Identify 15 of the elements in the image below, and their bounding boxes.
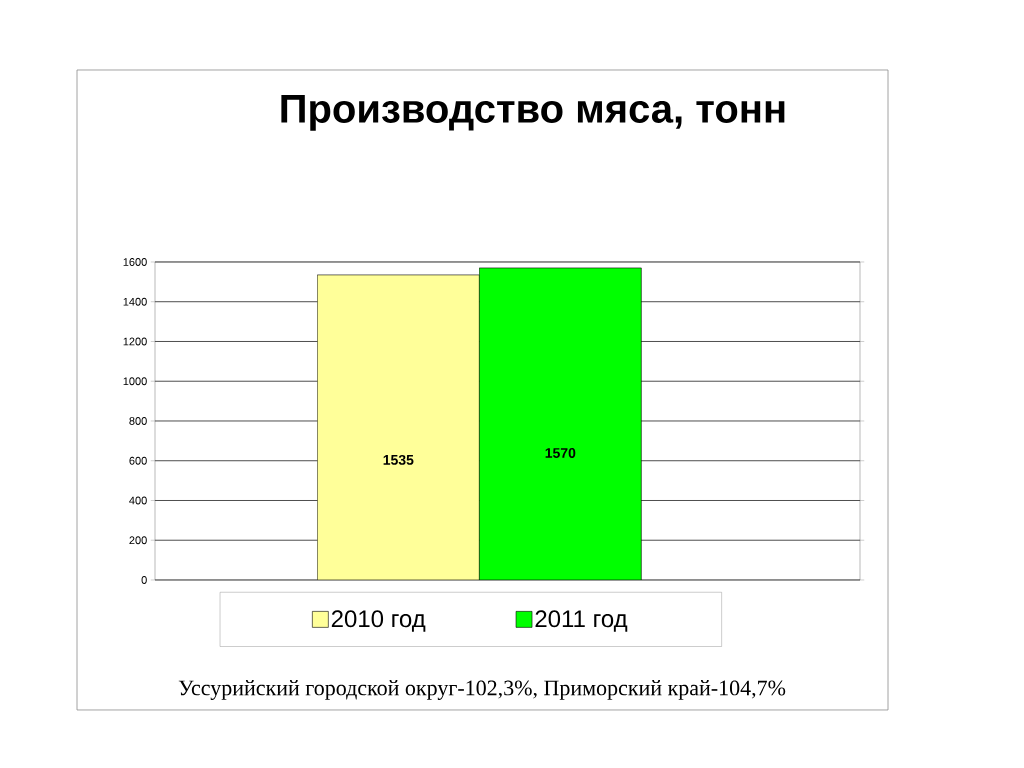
legend-label: 2010 год [331,610,426,632]
legend-label: 2011 год [535,610,628,632]
data-label: 1570 [545,447,576,458]
y-tick-label: 600 [129,456,147,465]
y-tick-label: 1600 [123,258,147,266]
y-tick-label: 1400 [123,297,147,306]
y-tick-label: 1200 [123,337,147,346]
data-label: 1535 [383,454,414,465]
y-tick-label: 0 [141,576,147,584]
y-tick-label: 400 [129,496,147,505]
y-tick-label: 800 [129,417,147,425]
text: Уссурийский городской округ-102,3%, Приморский край-104,7% [178,680,786,700]
y-tick-label: 200 [129,536,147,545]
y-tick-label: 1000 [123,377,147,386]
chart-title: Производство мяса, тонн [281,95,785,131]
